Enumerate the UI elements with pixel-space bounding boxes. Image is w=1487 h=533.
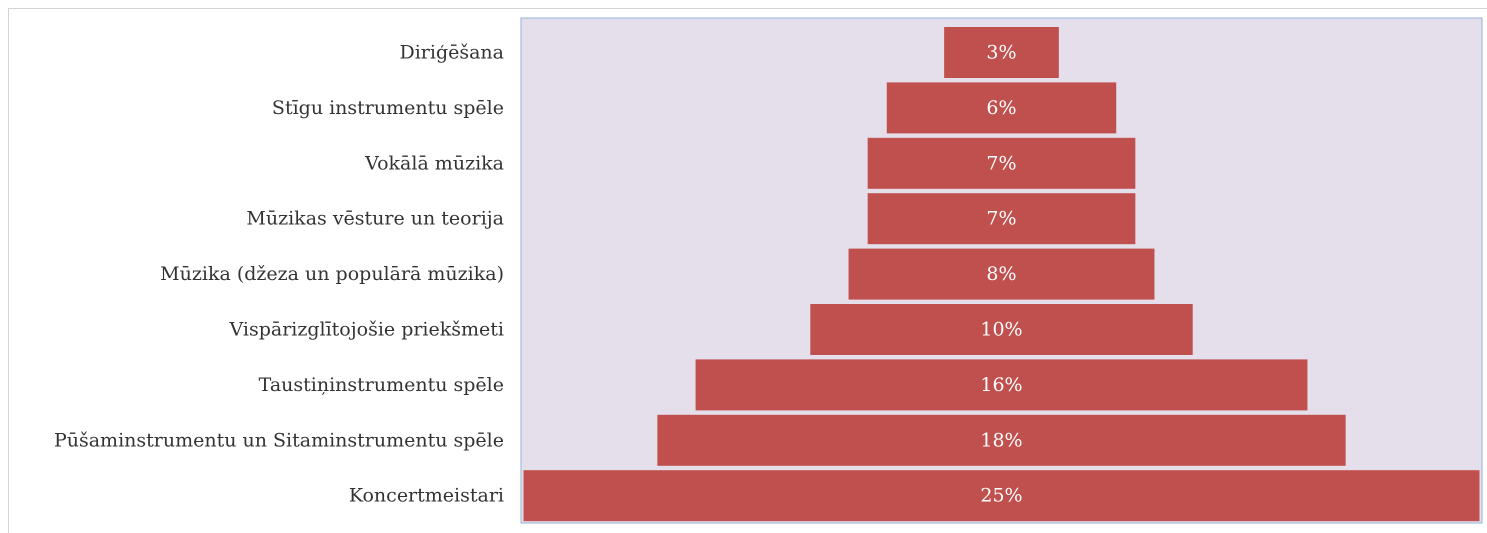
data-label-6: 10% xyxy=(980,319,1022,341)
bar-6 xyxy=(810,304,1193,355)
bars-layer: 3% 6% 7% 7% 8% 10% 16% 18% 25% xyxy=(523,27,1480,522)
data-label-5: 8% xyxy=(986,263,1016,285)
bar-2 xyxy=(886,82,1117,134)
category-label-7: Taustiņinstrumentu spēle xyxy=(259,374,504,396)
data-label-1: 3% xyxy=(986,42,1016,64)
category-label-6: Vispārizglītojošie priekšmeti xyxy=(228,319,504,341)
bar-7 xyxy=(695,359,1308,411)
data-label-3: 7% xyxy=(986,152,1016,174)
data-label-8: 18% xyxy=(980,429,1022,451)
bar-3 xyxy=(867,137,1136,189)
bar-1 xyxy=(944,27,1059,78)
data-label-2: 6% xyxy=(986,97,1016,119)
category-label-8: Pūšaminstrumentu un Sitaminstrumentu spē… xyxy=(54,429,504,451)
chart-frame xyxy=(8,8,1487,533)
bar-8 xyxy=(657,414,1346,466)
data-label-9: 25% xyxy=(980,485,1022,507)
data-label-7: 16% xyxy=(980,374,1022,396)
category-label-1: Diriģēšana xyxy=(399,42,504,64)
data-label-4: 7% xyxy=(986,208,1016,230)
bar-4 xyxy=(867,193,1136,245)
bar-5 xyxy=(848,248,1155,300)
category-label-9: Koncertmeistari xyxy=(349,485,504,507)
category-label-4: Mūzikas vēsture un teorija xyxy=(246,208,504,230)
category-label-2: Stīgu instrumentu spēle xyxy=(272,97,504,119)
category-labels: Diriģēšana Stīgu instrumentu spēle Vokālā … xyxy=(54,42,504,507)
category-label-5: Mūzika (džeza un populārā mūzika) xyxy=(160,263,504,285)
category-label-3: Vokālā mūzika xyxy=(364,152,504,174)
bar-9 xyxy=(523,470,1480,522)
